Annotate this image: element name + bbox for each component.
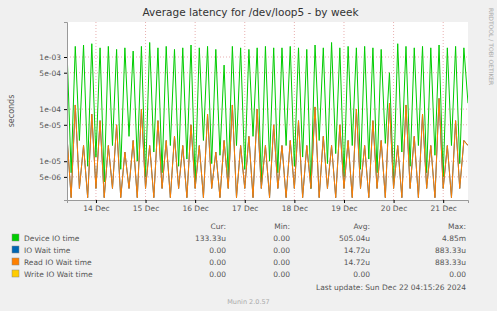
legend-stat: 505.04u <box>339 234 370 243</box>
grid-line <box>67 124 468 125</box>
legend-stat: 4.85m <box>442 234 466 243</box>
series-group <box>67 42 468 197</box>
legend-header: Min: <box>274 222 290 231</box>
tick-mark <box>394 200 395 203</box>
tick-label: 17 Dec <box>232 204 258 213</box>
footer: Munin 2.0.57 <box>227 298 270 306</box>
x-tick: 17 Dec <box>232 200 258 213</box>
legend-stat: 0.00 <box>209 270 226 279</box>
x-tick: 18 Dec <box>282 200 308 213</box>
series-line <box>67 98 468 197</box>
tick-label: 1e-05 <box>39 157 61 166</box>
tick-mark <box>64 125 67 126</box>
tick-label: 14 Dec <box>83 204 109 213</box>
y-tick: 5e-06 <box>39 173 67 182</box>
tick-label: 5e-06 <box>39 173 61 182</box>
tick-label: 15 Dec <box>133 204 159 213</box>
watermark: RRDTOOL / TOBI OETIKER <box>488 8 495 85</box>
grid-line <box>67 72 468 73</box>
legend-stat: 0.00 <box>209 246 226 255</box>
legend-stat: 14.72u <box>344 258 370 267</box>
legend-stat: 0.00 <box>209 258 226 267</box>
tick-label: 19 Dec <box>331 204 357 213</box>
legend-stat: 14.72u <box>344 246 370 255</box>
tick-label: 20 Dec <box>381 204 407 213</box>
axis-line <box>64 23 68 201</box>
y-tick: 1e-04 <box>39 105 67 114</box>
grid-line <box>67 161 468 162</box>
legend-stat: 0.00 <box>449 270 466 279</box>
tick-label: 18 Dec <box>282 204 308 213</box>
legend-swatch <box>12 270 19 277</box>
grid-line <box>67 57 468 58</box>
tick-mark <box>96 200 97 203</box>
tick-label: 1e-03 <box>39 53 61 62</box>
plot-area <box>67 22 468 200</box>
legend-stat: 0.00 <box>273 246 290 255</box>
tick-mark <box>245 200 246 203</box>
legend-label: Device IO time <box>24 234 80 243</box>
tick-mark <box>294 200 295 203</box>
tick-mark <box>195 200 196 203</box>
tick-mark <box>64 177 67 178</box>
legend-swatch <box>12 234 19 241</box>
legend-stat: 0.00 <box>273 270 290 279</box>
y-axis-title: seconds <box>7 95 16 128</box>
tick-label: 5e-05 <box>39 121 61 130</box>
x-tick: 19 Dec <box>331 200 357 213</box>
x-tick: 15 Dec <box>133 200 159 213</box>
legend-swatch <box>12 258 19 265</box>
legend: Cur: Min: Avg: Max: Device IO time 133.33u 0.0… <box>12 222 466 279</box>
tick-mark <box>64 109 67 110</box>
x-axis: 14 Dec 15 Dec 16 Dec 17 Dec 18 Dec 19 Dec 20 D… <box>68 200 469 213</box>
tick-mark <box>146 200 147 203</box>
axis-line <box>68 201 469 204</box>
grid-line <box>294 22 295 200</box>
y-axis: 5e-06 1e-05 5e-05 1e-04 5e-04 1e-03 <box>39 23 67 201</box>
legend-header: Max: <box>448 222 466 231</box>
x-tick: 14 Dec <box>83 200 109 213</box>
legend-stat: 133.33u <box>195 234 226 243</box>
legend-stat: 0.00 <box>273 258 290 267</box>
legend-stat: 0.00 <box>273 234 290 243</box>
tick-mark <box>64 161 67 162</box>
grid-line <box>244 22 245 200</box>
legend-stat: 883.33u <box>435 246 466 255</box>
tick-mark <box>64 73 67 74</box>
legend-label: Write IO Wait time <box>24 270 93 279</box>
legend-label: Read IO Wait time <box>24 258 92 267</box>
y-tick: 5e-05 <box>39 121 67 130</box>
tick-label: 21 Dec <box>430 204 456 213</box>
x-tick: 21 Dec <box>430 200 456 213</box>
tick-mark <box>344 200 345 203</box>
y-tick: 1e-05 <box>39 157 67 166</box>
chart: Average latency for /dev/loop5 - by week… <box>0 0 497 311</box>
legend-swatch <box>12 246 19 253</box>
tick-label: 1e-04 <box>39 105 61 114</box>
background <box>0 0 497 311</box>
legend-stat: 0.00 <box>353 270 370 279</box>
tick-label: 16 Dec <box>182 204 208 213</box>
grid <box>67 22 468 200</box>
legend-header: Avg: <box>354 222 370 231</box>
legend-stat: 883.33u <box>435 258 466 267</box>
tick-label: 5e-04 <box>39 69 61 78</box>
tick-mark <box>443 200 444 203</box>
x-tick: 20 Dec <box>381 200 407 213</box>
y-tick: 5e-04 <box>39 69 67 78</box>
y-tick: 1e-03 <box>39 53 67 62</box>
last-update: Last update: Sun Dec 22 04:15:26 2024 <box>316 283 466 292</box>
tick-mark <box>64 57 67 58</box>
title: Average latency for /dev/loop5 - by week <box>143 6 360 18</box>
x-tick: 16 Dec <box>182 200 208 213</box>
series-line <box>67 98 468 197</box>
legend-header: Cur: <box>211 222 226 231</box>
legend-label: IO Wait time <box>24 246 71 255</box>
